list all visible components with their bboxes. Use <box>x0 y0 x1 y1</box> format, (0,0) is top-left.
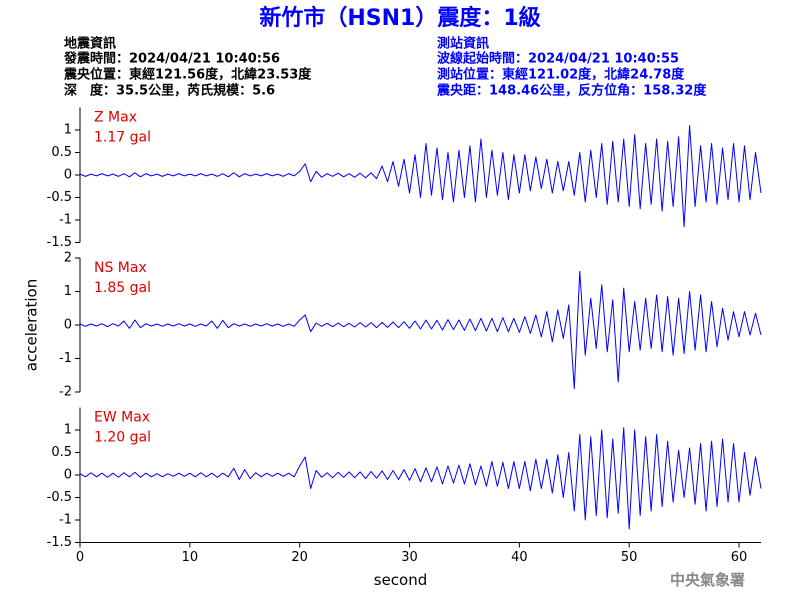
y-tick-label: -1.5 <box>47 535 72 550</box>
y-tick-label: -1 <box>59 351 72 366</box>
y-tick-label: 1 <box>64 284 72 299</box>
info-text: 震央距：148.46公里，反方位角：158.32度 <box>436 83 707 99</box>
y-tick-label: -1.5 <box>47 235 72 250</box>
panel-label: NS Max <box>94 260 147 276</box>
x-axis-label: second <box>374 571 428 589</box>
panel-label: Z Max <box>94 110 137 126</box>
y-tick-label: 0.5 <box>51 145 72 160</box>
y-tick-label: 0 <box>64 468 72 483</box>
x-tick-label: 40 <box>511 550 528 565</box>
info-text: 深 度：35.5公里，芮氏規模：5.6 <box>64 83 275 99</box>
panel-label: EW Max <box>94 410 150 426</box>
waveform <box>79 125 762 228</box>
x-tick-label: 60 <box>731 550 748 565</box>
chart-title: 新竹市（HSN1）震度：1級 <box>259 5 540 31</box>
y-tick-label: 1 <box>64 423 72 438</box>
y-tick-label: -1 <box>59 213 72 228</box>
waveform <box>79 270 762 390</box>
y-tick-label: -2 <box>59 385 72 400</box>
x-tick-label: 30 <box>401 550 418 565</box>
max-label: 1.85 gal <box>94 280 151 296</box>
info-text: 發震時間：2024/04/21 10:40:56 <box>63 51 280 67</box>
footer: 中央氣象署 <box>670 571 745 589</box>
x-tick-label: 50 <box>621 550 638 565</box>
x-tick-label: 0 <box>76 550 84 565</box>
y-tick-label: -0.5 <box>47 190 72 205</box>
x-tick-label: 20 <box>291 550 308 565</box>
x-tick-label: 10 <box>182 550 199 565</box>
y-tick-label: -1 <box>59 513 72 528</box>
max-label: 1.20 gal <box>94 430 151 446</box>
y-tick-label: 0.5 <box>51 445 72 460</box>
y-axis-label: acceleration <box>23 279 41 371</box>
y-tick-label: 0 <box>64 168 72 183</box>
info-text: 測站位置：東經121.02度，北緯24.78度 <box>437 67 685 83</box>
max-label: 1.17 gal <box>94 130 151 146</box>
info-text: 測站資訊 <box>437 36 489 52</box>
y-tick-label: 0 <box>64 318 72 333</box>
waveform <box>79 427 762 530</box>
info-text: 波線起始時間：2024/04/21 10:40:55 <box>437 51 679 67</box>
info-text: 地震資訊 <box>64 36 116 52</box>
y-tick-label: -0.5 <box>47 490 72 505</box>
y-tick-label: 1 <box>64 123 72 138</box>
info-text: 震央位置：東經121.56度，北緯23.53度 <box>63 67 312 83</box>
y-tick-label: 2 <box>64 251 72 266</box>
